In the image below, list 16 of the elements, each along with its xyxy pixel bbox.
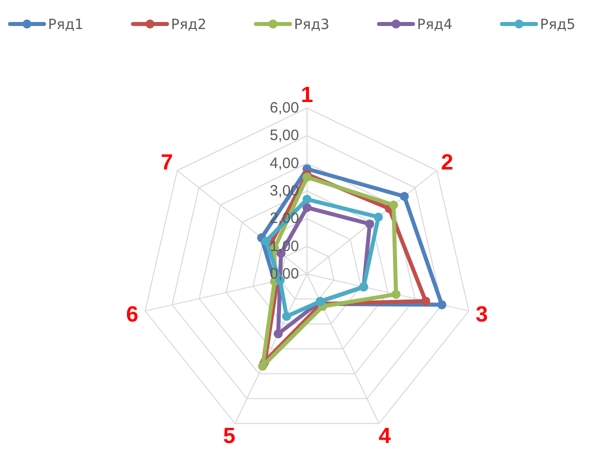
legend-label: Ряд1 <box>48 17 84 33</box>
legend-label: Ряд4 <box>417 17 453 33</box>
y-tick-label: 2,00 <box>270 210 299 228</box>
spoke-label: 1 <box>300 82 314 108</box>
y-tick-label: 6,00 <box>270 100 299 116</box>
legend-label: Ряд2 <box>171 17 206 33</box>
y-tick-label: 4,00 <box>270 154 299 172</box>
spoke-label: 7 <box>160 150 173 175</box>
spoke-label: 5 <box>223 423 236 448</box>
legend-label: Ряд3 <box>294 17 330 33</box>
spoke-label: 3 <box>476 301 488 326</box>
legend-label: Ряд5 <box>540 17 576 33</box>
y-tick-label: 5,00 <box>270 127 299 144</box>
spoke-label: 4 <box>378 423 392 448</box>
spoke-label: 2 <box>441 150 454 175</box>
spoke-label: 6 <box>126 301 138 326</box>
